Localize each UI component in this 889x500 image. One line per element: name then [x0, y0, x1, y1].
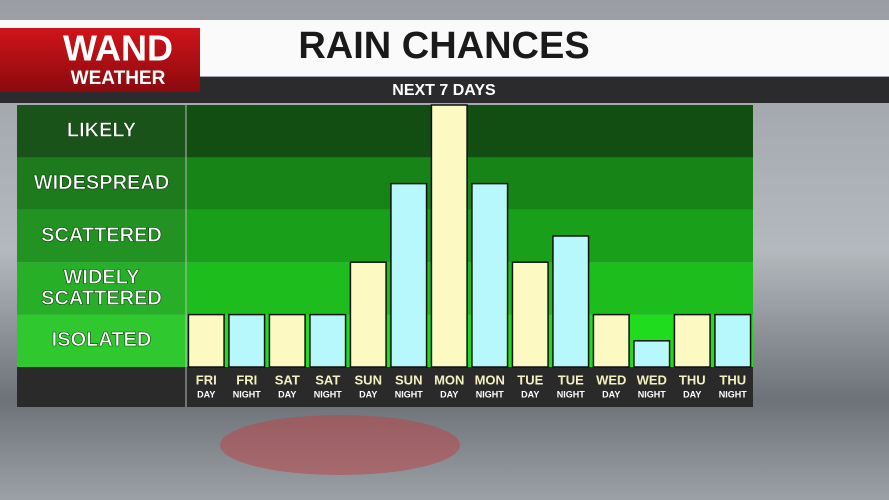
- x-tick-sublabel: NIGHT: [719, 389, 748, 399]
- x-tick-sublabel: NIGHT: [395, 389, 424, 399]
- x-tick-label: MON: [434, 372, 464, 387]
- x-tick-label: TUE: [517, 372, 543, 387]
- x-tick-sublabel: NIGHT: [638, 389, 667, 399]
- x-tick-label: THU: [679, 372, 706, 387]
- x-tick-sublabel: DAY: [278, 389, 296, 399]
- x-tick-sublabel: DAY: [359, 389, 377, 399]
- bar: [268, 313, 306, 368]
- chart-subtitle: NEXT 7 DAYS: [392, 82, 496, 99]
- x-tick-label: WED: [637, 372, 667, 387]
- bar: [714, 313, 752, 368]
- band-label-bg: [17, 262, 186, 315]
- x-tick-sublabel: NIGHT: [233, 389, 262, 399]
- logo-text: WEATHER: [71, 68, 166, 89]
- x-tick-label: FRI: [196, 372, 217, 387]
- x-tick-sublabel: DAY: [683, 389, 701, 399]
- grid-band: [186, 262, 753, 315]
- band-label-bg: [17, 209, 186, 263]
- x-tick-sublabel: DAY: [602, 389, 620, 399]
- grid-band: [186, 209, 753, 263]
- band-label-bg: [17, 157, 186, 210]
- y-tick-line: SCATTERED: [41, 288, 162, 310]
- logo-text: WAND: [63, 28, 173, 69]
- y-tick-label: WIDESPREAD: [34, 172, 170, 194]
- bar: [633, 340, 671, 368]
- y-tick-label: WIDELY SCATTERED: [41, 267, 162, 310]
- x-tick-sublabel: DAY: [440, 389, 458, 399]
- y-tick-label: LIKELY: [67, 119, 137, 141]
- bar: [511, 261, 549, 368]
- bar: [309, 313, 347, 368]
- bar: [349, 261, 387, 368]
- grid-band: [186, 105, 753, 158]
- bar: [228, 313, 266, 368]
- y-tick-line: WIDELY: [64, 267, 141, 289]
- category-row: [17, 367, 753, 407]
- band-label-bg: [17, 105, 186, 158]
- bar: [430, 104, 468, 368]
- chart-title: RAIN CHANCES: [298, 25, 589, 67]
- background-blur: [220, 415, 460, 475]
- x-tick-label: TUE: [558, 372, 584, 387]
- bar: [187, 313, 225, 368]
- logo-box: [0, 28, 200, 92]
- x-tick-label: SAT: [315, 372, 340, 387]
- band-label-bg: [17, 314, 186, 367]
- x-tick-sublabel: NIGHT: [557, 389, 586, 399]
- y-tick-label: SCATTERED: [41, 224, 162, 246]
- bar: [592, 313, 630, 368]
- x-tick-label: MON: [475, 372, 505, 387]
- bar: [471, 182, 509, 368]
- x-tick-label: SUN: [355, 372, 382, 387]
- x-tick-label: FRI: [236, 372, 257, 387]
- bar: [673, 313, 711, 368]
- bar: [552, 235, 590, 368]
- bar: [390, 182, 428, 368]
- x-tick-label: SUN: [395, 372, 422, 387]
- grid-band: [186, 157, 753, 210]
- x-tick-sublabel: DAY: [521, 389, 539, 399]
- x-tick-label: WED: [596, 372, 626, 387]
- x-tick-label: THU: [719, 372, 746, 387]
- y-tick-label: ISOLATED: [52, 329, 152, 351]
- x-tick-sublabel: DAY: [197, 389, 215, 399]
- x-tick-sublabel: NIGHT: [476, 389, 505, 399]
- x-tick-sublabel: NIGHT: [314, 389, 343, 399]
- x-tick-label: SAT: [275, 372, 300, 387]
